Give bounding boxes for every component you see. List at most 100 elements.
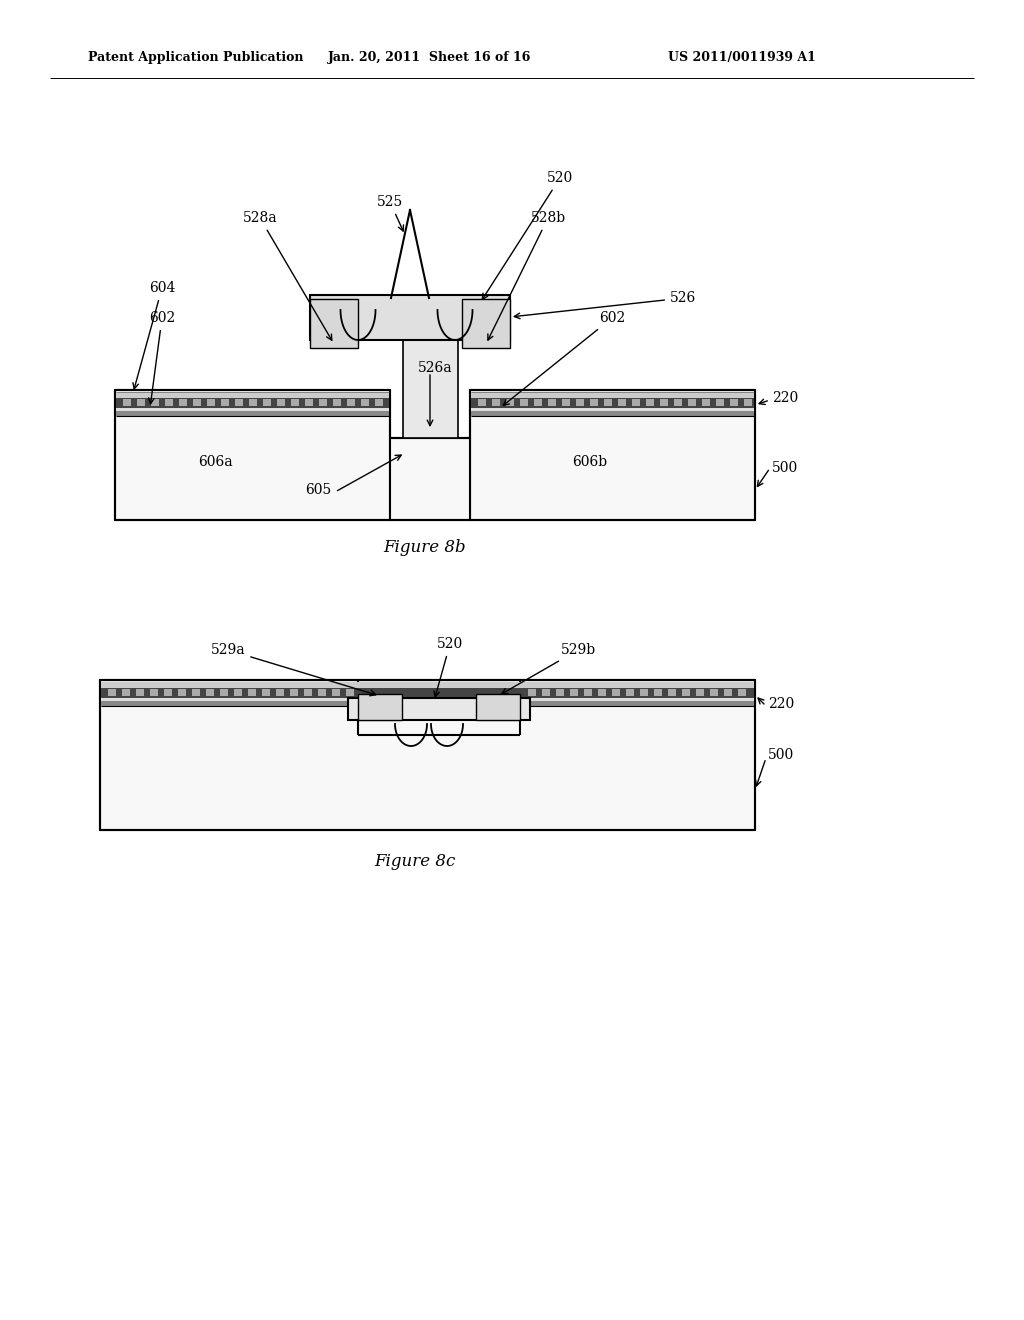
Bar xyxy=(193,399,201,407)
Bar xyxy=(221,399,229,407)
Bar xyxy=(375,399,383,407)
Bar xyxy=(654,689,662,696)
Bar xyxy=(164,689,172,696)
Bar xyxy=(346,689,354,696)
Bar xyxy=(291,399,299,407)
Bar xyxy=(730,399,738,407)
Bar xyxy=(688,399,696,407)
Bar xyxy=(136,689,144,696)
Bar xyxy=(347,399,355,407)
Bar xyxy=(304,689,312,696)
Text: 525: 525 xyxy=(377,195,403,231)
Bar xyxy=(263,399,271,407)
Text: 602: 602 xyxy=(504,312,625,405)
Bar xyxy=(290,689,298,696)
Bar xyxy=(575,399,584,407)
Bar xyxy=(348,698,530,719)
Text: 220: 220 xyxy=(768,697,795,711)
Bar xyxy=(101,698,754,701)
Text: Figure 8c: Figure 8c xyxy=(375,854,456,870)
Bar xyxy=(333,399,341,407)
Bar xyxy=(471,392,754,399)
Bar xyxy=(528,689,536,696)
Bar xyxy=(660,399,668,407)
Bar xyxy=(361,399,369,407)
Bar xyxy=(471,399,754,408)
Bar xyxy=(542,689,550,696)
Bar xyxy=(590,399,598,407)
Bar xyxy=(101,701,754,706)
Bar xyxy=(310,300,358,348)
Text: 605: 605 xyxy=(305,483,331,498)
Bar xyxy=(738,689,746,696)
Bar xyxy=(492,399,500,407)
Bar xyxy=(122,689,130,696)
Text: 529b: 529b xyxy=(502,643,596,694)
Bar xyxy=(116,408,389,411)
Bar xyxy=(470,389,755,520)
Text: 526: 526 xyxy=(514,290,696,318)
Text: 526a: 526a xyxy=(418,360,453,375)
Bar xyxy=(220,689,228,696)
Bar xyxy=(710,689,718,696)
Bar xyxy=(101,688,754,698)
Text: 602: 602 xyxy=(148,312,175,404)
Bar xyxy=(101,682,754,688)
Bar xyxy=(151,399,159,407)
Bar xyxy=(403,341,458,438)
Bar xyxy=(207,399,215,407)
Bar xyxy=(556,689,564,696)
Bar xyxy=(534,399,542,407)
Bar xyxy=(108,689,116,696)
Bar xyxy=(116,411,389,416)
Bar xyxy=(390,438,470,520)
Bar xyxy=(462,300,510,348)
Bar xyxy=(646,399,654,407)
Bar xyxy=(471,411,754,416)
Bar xyxy=(206,689,214,696)
Bar xyxy=(262,689,270,696)
Bar xyxy=(310,294,510,341)
Text: 604: 604 xyxy=(133,281,175,389)
Bar xyxy=(116,399,389,408)
Text: 528b: 528b xyxy=(487,211,565,341)
Text: 528a: 528a xyxy=(243,211,332,341)
Bar xyxy=(332,689,340,696)
Text: 220: 220 xyxy=(772,391,799,405)
Bar xyxy=(248,689,256,696)
Bar xyxy=(178,689,186,696)
Bar xyxy=(702,399,710,407)
Bar xyxy=(234,689,242,696)
Bar xyxy=(668,689,676,696)
Bar xyxy=(548,399,556,407)
Bar xyxy=(744,399,752,407)
Bar xyxy=(471,408,754,411)
Bar xyxy=(249,399,257,407)
Bar xyxy=(276,689,284,696)
Text: 529a: 529a xyxy=(211,643,376,696)
Bar xyxy=(612,689,620,696)
Bar xyxy=(115,389,390,520)
Bar xyxy=(584,689,592,696)
Bar xyxy=(234,399,243,407)
Bar xyxy=(632,399,640,407)
Text: 606a: 606a xyxy=(198,455,232,469)
Bar xyxy=(478,399,486,407)
Bar xyxy=(604,399,612,407)
Text: 520: 520 xyxy=(434,638,463,697)
Bar xyxy=(100,680,755,830)
Bar xyxy=(278,399,285,407)
Bar xyxy=(598,689,606,696)
Bar xyxy=(640,689,648,696)
Bar xyxy=(506,399,514,407)
Bar xyxy=(150,689,158,696)
Bar xyxy=(193,689,200,696)
Bar xyxy=(165,399,173,407)
Text: US 2011/0011939 A1: US 2011/0011939 A1 xyxy=(668,51,816,65)
Bar xyxy=(716,399,724,407)
Bar xyxy=(682,689,690,696)
Text: Patent Application Publication: Patent Application Publication xyxy=(88,51,303,65)
Text: 500: 500 xyxy=(772,461,799,475)
Text: 500: 500 xyxy=(768,748,795,762)
Bar xyxy=(724,689,732,696)
